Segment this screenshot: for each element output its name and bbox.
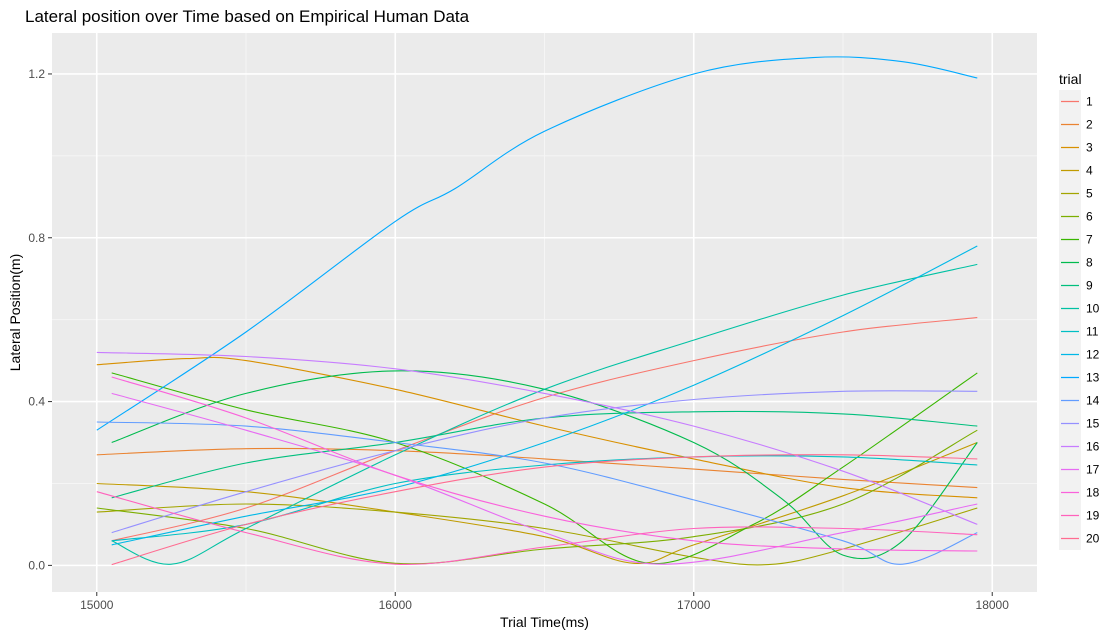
series-line-trial-8 bbox=[111, 370, 978, 560]
grid-minor bbox=[52, 33, 1037, 592]
series-line-trial-16 bbox=[96, 351, 978, 525]
legend-label-trial-16: 16 bbox=[1086, 440, 1100, 454]
legend-label-trial-18: 18 bbox=[1086, 486, 1100, 500]
x-axis-title: Trial Time(ms) bbox=[500, 614, 589, 630]
chart-title: Lateral position over Time based on Empi… bbox=[25, 7, 470, 26]
series-line-trial-1 bbox=[111, 317, 978, 542]
series-line-trial-19 bbox=[96, 491, 978, 566]
y-tick-label: 0.8 bbox=[28, 231, 45, 245]
grid-major bbox=[52, 33, 1037, 592]
legend-label-trial-8: 8 bbox=[1086, 256, 1093, 270]
x-tick-label: 15000 bbox=[80, 598, 114, 612]
legend-label-trial-4: 4 bbox=[1086, 164, 1093, 178]
series-line-trial-2 bbox=[96, 447, 978, 489]
series-line-trial-18 bbox=[111, 376, 978, 552]
y-tick-label: 0.0 bbox=[28, 558, 45, 572]
y-axis: 0.0 0.4 0.8 1.2 bbox=[28, 67, 52, 572]
series-line-trial-17 bbox=[111, 392, 978, 565]
legend-label-trial-20: 20 bbox=[1086, 532, 1100, 546]
series-line-trial-14 bbox=[96, 421, 978, 565]
legend-label-trial-15: 15 bbox=[1086, 417, 1100, 431]
series-line-trial-3 bbox=[96, 356, 978, 499]
series-line-trial-15 bbox=[111, 390, 978, 534]
legend-label-trial-9: 9 bbox=[1086, 279, 1093, 293]
legend-label-trial-17: 17 bbox=[1086, 463, 1100, 477]
legend-label-trial-14: 14 bbox=[1086, 394, 1100, 408]
x-tick-label: 17000 bbox=[677, 598, 711, 612]
series-line-trial-20 bbox=[111, 454, 978, 566]
y-tick-label: 0.4 bbox=[28, 395, 45, 409]
legend-label-trial-1: 1 bbox=[1086, 95, 1093, 109]
legend-label-trial-13: 13 bbox=[1086, 371, 1100, 385]
legend-label-trial-5: 5 bbox=[1086, 187, 1093, 201]
legend-label-trial-6: 6 bbox=[1086, 210, 1093, 224]
series-line-trial-7 bbox=[111, 372, 978, 565]
y-axis-title: Lateral Position(m) bbox=[7, 254, 23, 372]
series-line-trial-10 bbox=[111, 263, 978, 565]
legend-label-trial-3: 3 bbox=[1086, 141, 1093, 155]
series-lines bbox=[96, 56, 978, 566]
series-line-trial-13 bbox=[96, 56, 978, 431]
series-line-trial-12 bbox=[111, 245, 978, 546]
legend-label-trial-19: 19 bbox=[1086, 509, 1100, 523]
legend-label-trial-12: 12 bbox=[1086, 348, 1100, 362]
series-line-trial-4 bbox=[96, 441, 978, 564]
y-tick-label: 1.2 bbox=[28, 67, 45, 81]
legend-label-trial-10: 10 bbox=[1086, 302, 1100, 316]
series-line-trial-5 bbox=[96, 503, 978, 566]
legend-label-trial-7: 7 bbox=[1086, 233, 1093, 247]
legend-title: trial bbox=[1059, 71, 1082, 87]
legend-label-trial-2: 2 bbox=[1086, 118, 1093, 132]
x-tick-label: 18000 bbox=[976, 598, 1010, 612]
legend-label-trial-11: 11 bbox=[1086, 325, 1099, 339]
x-tick-label: 16000 bbox=[379, 598, 413, 612]
x-axis: 15000 16000 17000 18000 bbox=[80, 592, 1009, 612]
